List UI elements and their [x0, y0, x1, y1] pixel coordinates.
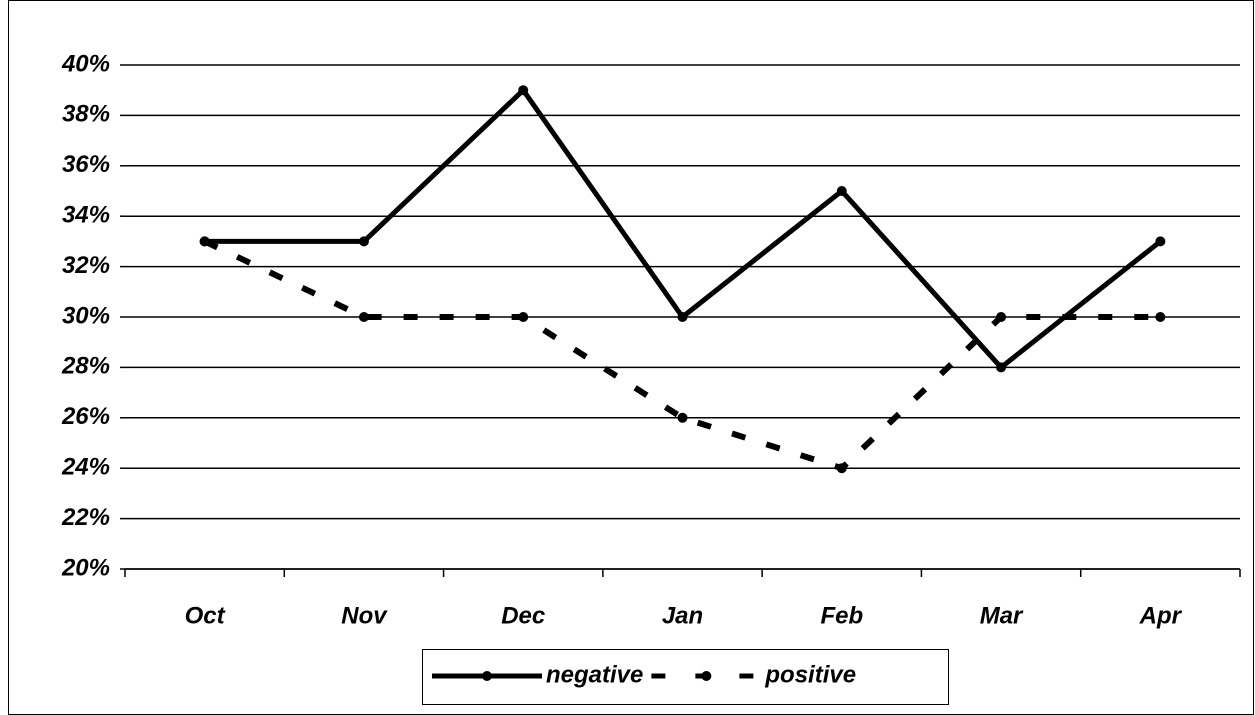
data-point [358, 236, 369, 247]
legend-marker [482, 671, 492, 681]
x-tick-label: Apr [1139, 602, 1183, 629]
data-point [518, 312, 529, 322]
y-tick-label: 34% [62, 202, 110, 229]
data-point [199, 236, 210, 247]
data-point [996, 362, 1007, 373]
data-point [677, 312, 688, 322]
x-tick-label: Oct [185, 602, 226, 629]
x-tick-label: Feb [820, 602, 863, 629]
x-tick-label: Nov [341, 602, 388, 629]
x-tick-label: Dec [501, 602, 545, 629]
data-point [836, 463, 847, 474]
y-tick-label: 28% [61, 353, 110, 380]
data-point [358, 312, 369, 322]
data-point [1155, 312, 1166, 322]
y-tick-label: 24% [61, 454, 110, 481]
y-tick-label: 32% [62, 252, 110, 279]
y-tick-label: 40% [61, 50, 110, 77]
legend-marker [701, 671, 712, 681]
data-point [677, 412, 688, 423]
legend-label: negative [546, 661, 643, 688]
chart-frame [8, 0, 1254, 715]
y-tick-label: 26% [61, 403, 110, 430]
y-tick-label: 22% [61, 504, 110, 531]
x-tick-label: Jan [662, 602, 703, 629]
y-tick-label: 30% [62, 302, 110, 329]
y-tick-label: 38% [62, 101, 110, 128]
y-tick-label: 20% [61, 554, 110, 581]
x-tick-label: Mar [980, 602, 1024, 629]
data-point [996, 312, 1007, 322]
y-tick-label: 36% [62, 151, 110, 178]
data-point [1155, 236, 1166, 247]
data-point [518, 85, 529, 96]
data-point [836, 186, 847, 196]
legend-label: positive [764, 661, 856, 688]
